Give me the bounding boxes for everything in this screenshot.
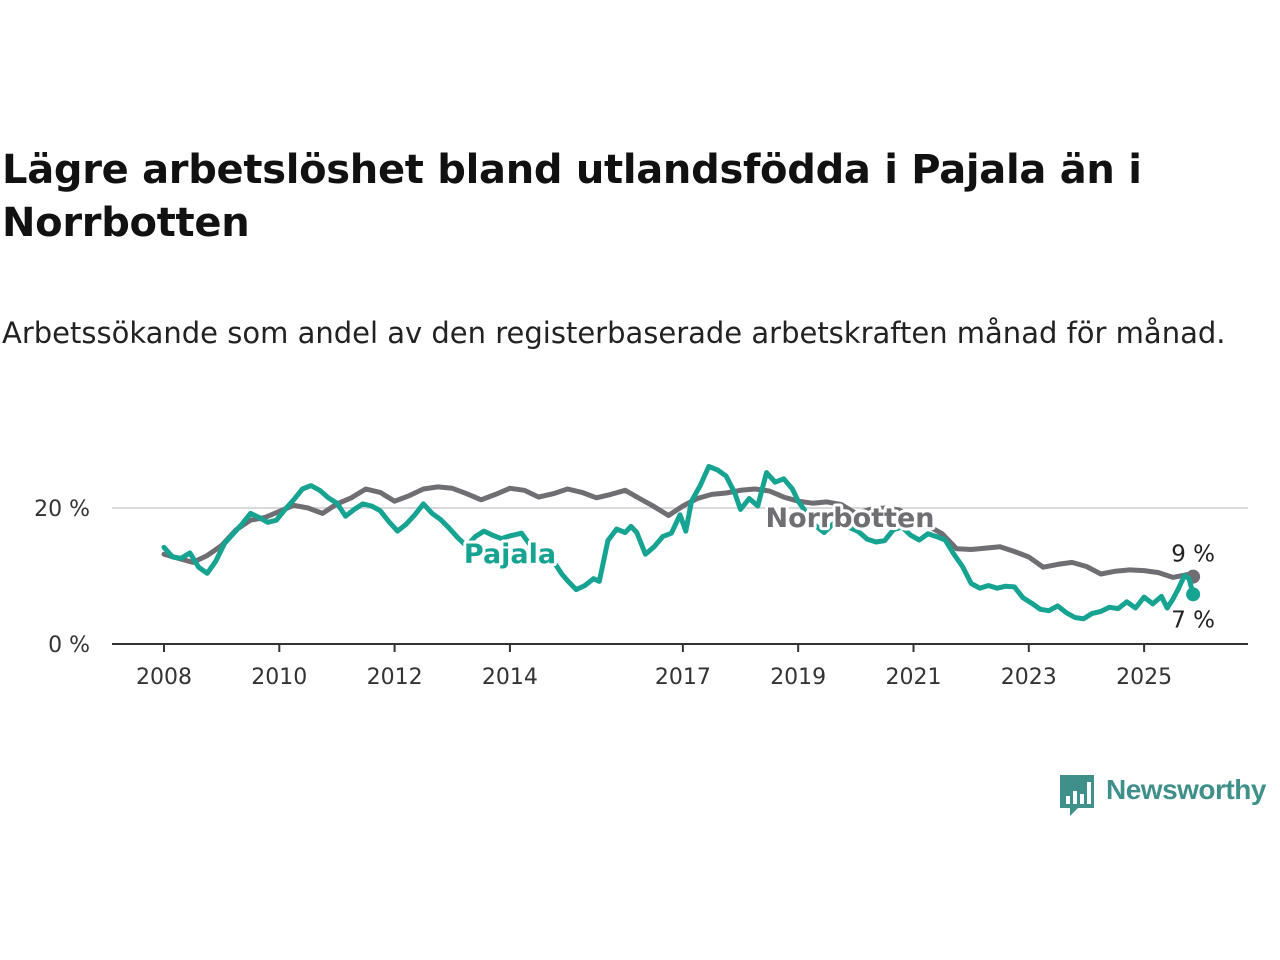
end-value-label-norrbotten: 9 % xyxy=(1171,542,1215,568)
x-tick-label: 2025 xyxy=(1116,665,1172,690)
x-tick-label: 2021 xyxy=(885,665,941,690)
series-labels: Norrbotten Pajala 9 % 7 % xyxy=(461,500,1218,636)
x-tick-label: 2017 xyxy=(655,665,711,690)
end-point-pajala xyxy=(1186,587,1201,602)
x-tick-label: 2008 xyxy=(136,665,192,690)
series-label-pajala: Pajala xyxy=(464,539,556,570)
series-line-norrbotten xyxy=(161,484,1196,580)
series-label-norrbotten: Norrbotten xyxy=(765,503,934,534)
newsworthy-logo-icon xyxy=(1060,775,1094,816)
end-value-label-pajala: 7 % xyxy=(1171,607,1215,633)
y-axis-labels: 0 % 20 % xyxy=(34,497,90,658)
x-axis-labels: 2008 2010 2012 2014 2017 2019 2021 2023 2025 xyxy=(136,644,1172,690)
y-tick-label: 0 % xyxy=(48,633,90,658)
line-chart: 0 % 20 % 2008 2010 2012 2014 2017 2019 2021 2023… xyxy=(34,464,1248,690)
y-tick-label: 20 % xyxy=(34,497,90,522)
x-tick-label: 2023 xyxy=(1001,665,1057,690)
series-line-pajala xyxy=(161,464,1196,622)
x-tick-label: 2014 xyxy=(482,665,538,690)
chart-title: Lägre arbetslöshet bland utlandsfödda i … xyxy=(2,147,1142,246)
chart-subtitle: Arbetssökande som andel av den registerb… xyxy=(2,316,1226,350)
x-tick-label: 2012 xyxy=(367,665,423,690)
brand-name: Newsworthy xyxy=(1106,774,1266,805)
newsworthy-logo: Newsworthy xyxy=(1058,772,1280,818)
series-lines xyxy=(161,464,1201,622)
x-tick-label: 2019 xyxy=(770,665,826,690)
x-tick-label: 2010 xyxy=(251,665,307,690)
